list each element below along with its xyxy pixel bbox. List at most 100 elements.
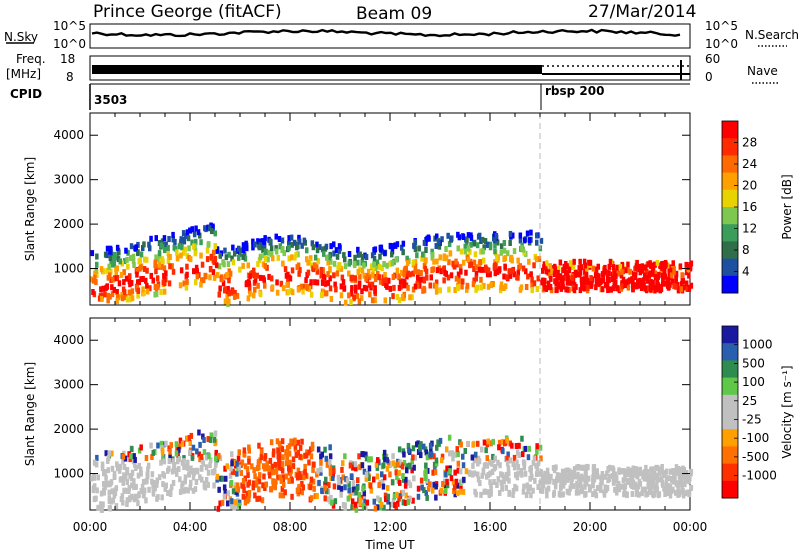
power-echo-cell — [160, 256, 164, 263]
power-echo-cell — [305, 247, 309, 254]
power-echo-cell — [466, 257, 471, 263]
power-echo-cell — [549, 287, 554, 294]
date-title: 27/Mar/2014 — [588, 2, 696, 22]
power-echo-cell — [287, 240, 291, 247]
vel-echo-cell — [96, 474, 100, 481]
vel-echo-cell — [331, 502, 336, 509]
vel-echo-cell — [380, 471, 384, 478]
vel-echo-cell — [677, 473, 682, 480]
power-echo-cell — [469, 241, 473, 248]
power-echo-cell — [115, 244, 120, 251]
power-echo-cell — [321, 267, 325, 274]
vel-echo-cell — [660, 479, 665, 486]
power-echo-cell — [495, 239, 500, 246]
power-echo-cell — [261, 247, 265, 254]
vel-echo-cell — [485, 455, 489, 462]
power-echo-cell — [177, 243, 182, 250]
vel-echo-cell — [337, 479, 341, 486]
power-echo-cell — [183, 246, 187, 253]
vel-echo-cell — [445, 446, 449, 453]
vel-echo-cell — [113, 473, 117, 480]
vel-echo-cell — [566, 467, 570, 474]
power-echo-cell — [389, 243, 393, 250]
vel-echo-cell — [323, 446, 327, 453]
vel-echo-cell — [208, 436, 213, 443]
power-echo-cell — [667, 266, 671, 273]
power-echo-cell — [223, 286, 227, 293]
power-echo-cell — [131, 258, 136, 265]
vel-echo-cell — [502, 478, 506, 485]
vel-echo-cell — [109, 498, 113, 505]
power-echo-cell — [173, 245, 178, 252]
power-echo-cell — [684, 280, 689, 287]
power-echo-cell — [572, 287, 577, 294]
vel-echo-cell — [527, 445, 532, 452]
power-echo-cell — [556, 274, 561, 281]
vel-echo-cell — [182, 464, 186, 471]
vel-echo-cell — [364, 504, 368, 511]
power-echo-cell — [493, 237, 497, 244]
power-echo-cell — [252, 292, 256, 299]
power-echo-cell — [663, 273, 667, 280]
power-echo-cell — [168, 263, 172, 270]
vel-echo-cell — [411, 445, 416, 452]
power-echo-cell — [468, 248, 472, 255]
power-echo-cell — [141, 276, 145, 282]
vel-echo-cell — [178, 488, 183, 495]
power-echo-cell — [564, 269, 568, 276]
power-echo-cell — [482, 282, 486, 289]
power-echo-cell — [582, 258, 587, 265]
vel-echo-cell — [379, 501, 384, 508]
vel-echo-cell — [345, 477, 350, 484]
power-echo-cell — [142, 266, 147, 272]
power-echo-cell — [203, 225, 207, 232]
vel-echo-cell — [382, 504, 386, 511]
power-y-tick-label: 4000 — [53, 128, 84, 142]
power-echo-cell — [256, 261, 260, 268]
power-echo-cell — [671, 260, 675, 267]
power-echo-cell — [577, 271, 582, 278]
power-echo-cell — [535, 232, 539, 239]
vel-echo-cell — [580, 487, 585, 494]
vel-echo-cell — [616, 480, 621, 487]
vel-echo-cell — [132, 478, 136, 485]
vel-echo-cell — [599, 484, 603, 491]
vel-echo-cell — [382, 474, 387, 481]
power-echo-cell — [232, 293, 237, 300]
power-echo-cell — [211, 269, 216, 276]
power-echo-cell — [628, 268, 632, 275]
power-echo-cell — [437, 239, 441, 246]
vel-echo-cell — [477, 458, 482, 465]
power-echo-cell — [113, 251, 117, 258]
vel-echo-cell — [636, 483, 641, 490]
power-echo-cell — [648, 285, 653, 292]
power-echo-cell — [413, 239, 418, 246]
vel-echo-cell — [237, 449, 241, 456]
vel-colorbar-segment — [722, 394, 738, 413]
vel-echo-cell — [397, 446, 402, 453]
power-echo-cell — [522, 237, 527, 244]
vel-echo-cell — [535, 443, 539, 450]
vel-echo-cell — [304, 452, 309, 459]
power-echo-cell — [649, 262, 654, 269]
vel-echo-cell — [448, 468, 452, 475]
vel-echo-cell — [242, 447, 247, 454]
nsearch-tick-bottom: 10^0 — [705, 37, 738, 51]
power-echo-cell — [266, 256, 270, 263]
power-echo-cell — [342, 285, 347, 292]
power-echo-cell — [618, 264, 623, 270]
power-echo-cell — [213, 243, 217, 250]
power-echo-cell — [518, 237, 523, 244]
power-echo-cell — [148, 245, 152, 252]
power-echo-cell — [211, 223, 215, 230]
power-echo-cell — [260, 238, 264, 245]
power-echo-cell — [124, 247, 128, 254]
vel-echo-cell — [449, 475, 454, 482]
vel-echo-cell — [369, 487, 374, 494]
vel-echo-cell — [177, 466, 181, 472]
power-echo-cell — [607, 270, 611, 277]
power-echo-cell — [220, 276, 224, 283]
power-echo-cell — [479, 266, 484, 273]
vel-echo-cell — [250, 463, 254, 470]
power-echo-cell — [526, 273, 530, 280]
